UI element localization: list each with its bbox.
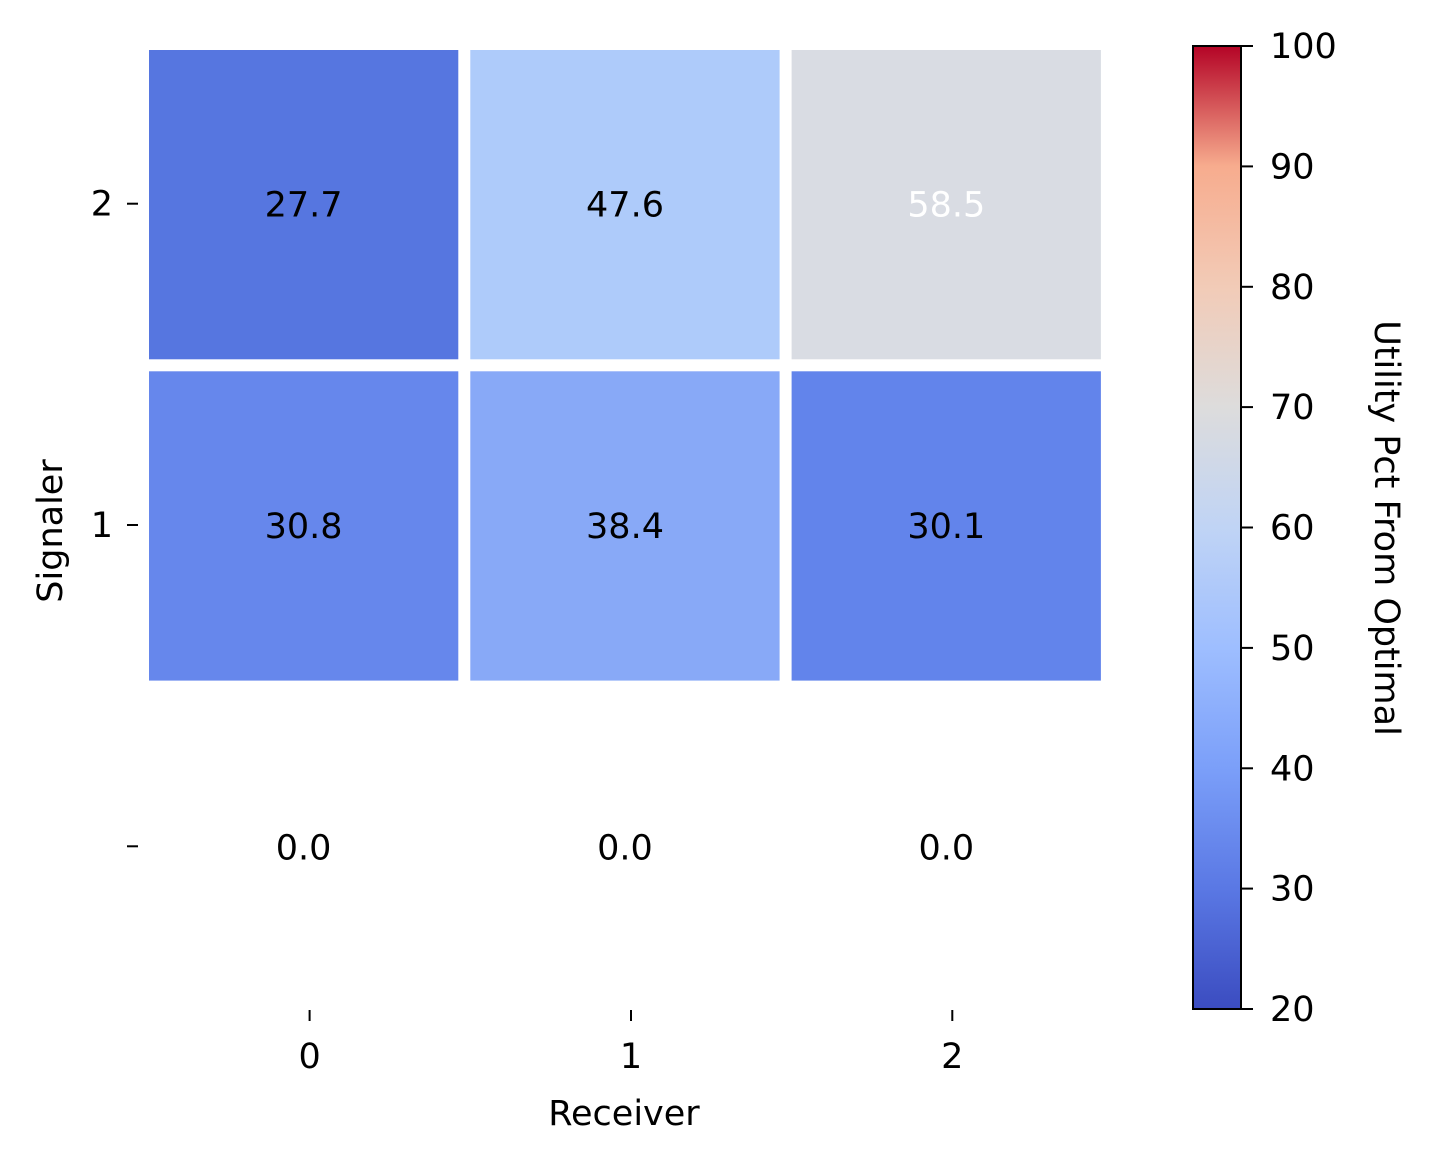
y-axis-label: Signaler <box>31 459 71 603</box>
heatmap-cell-value: 38.4 <box>586 507 664 547</box>
heatmap-cell <box>149 692 459 1002</box>
heatmap-cell-value: 30.8 <box>265 507 343 547</box>
colorbar-tick-label: 70 <box>1270 388 1315 428</box>
heatmap-cell-value: 0.0 <box>597 828 653 868</box>
heatmap-cell-value: 27.7 <box>265 186 343 226</box>
heatmap-cell <box>470 371 780 681</box>
colorbar: 20 30 40 50 60 70 80 90 100 Utility Pct From Opt… <box>1192 27 1406 1030</box>
heatmap-cell-value: 47.6 <box>586 186 664 226</box>
heatmap-cell <box>149 50 459 360</box>
y-axis-tick-label: 2 <box>91 185 113 225</box>
heatmap-cell <box>470 692 780 1002</box>
heatmap-cell-value: 58.5 <box>907 186 985 226</box>
heatmap-cell-value: 30.1 <box>907 507 985 547</box>
colorbar-gradient <box>1192 45 1242 1010</box>
colorbar-label: Utility Pct From Optimal <box>1366 320 1406 736</box>
heatmap-cell <box>791 692 1101 1002</box>
colorbar-tick-label: 30 <box>1270 870 1315 910</box>
heatmap-cell <box>791 50 1101 360</box>
colorbar-tick-label: 60 <box>1270 509 1315 549</box>
y-axis-ticks: 21 <box>91 185 138 848</box>
x-axis-label: Receiver <box>548 1094 700 1134</box>
colorbar-tick-label: 100 <box>1270 27 1337 67</box>
y-axis-tick-label: 1 <box>91 506 113 546</box>
x-axis-tick-label: 0 <box>298 1037 320 1077</box>
x-axis-ticks: 0 1 2 <box>298 1010 963 1077</box>
heatmap-cell-value: 0.0 <box>918 828 974 868</box>
heatmap-cell <box>791 371 1101 681</box>
heatmap-cell <box>149 371 459 681</box>
colorbar-ticks: 20 30 40 50 60 70 80 90 100 <box>1241 27 1337 1030</box>
heatmap-cell-value: 0.0 <box>276 828 332 868</box>
x-axis-tick-label: 1 <box>620 1037 642 1077</box>
colorbar-tick-label: 80 <box>1270 268 1315 308</box>
heatmap-cells <box>149 50 1101 1002</box>
colorbar-tick-label: 20 <box>1270 990 1315 1030</box>
colorbar-tick-label: 90 <box>1270 147 1315 187</box>
heatmap-cell <box>470 50 780 360</box>
colorbar-tick-label: 40 <box>1270 749 1315 789</box>
x-axis-tick-label: 2 <box>941 1037 963 1077</box>
heatmap-cell-labels: 27.7 47.6 58.5 30.8 38.4 30.1 0.0 0.0 0.0 <box>265 186 986 869</box>
colorbar-tick-label: 50 <box>1270 629 1315 669</box>
